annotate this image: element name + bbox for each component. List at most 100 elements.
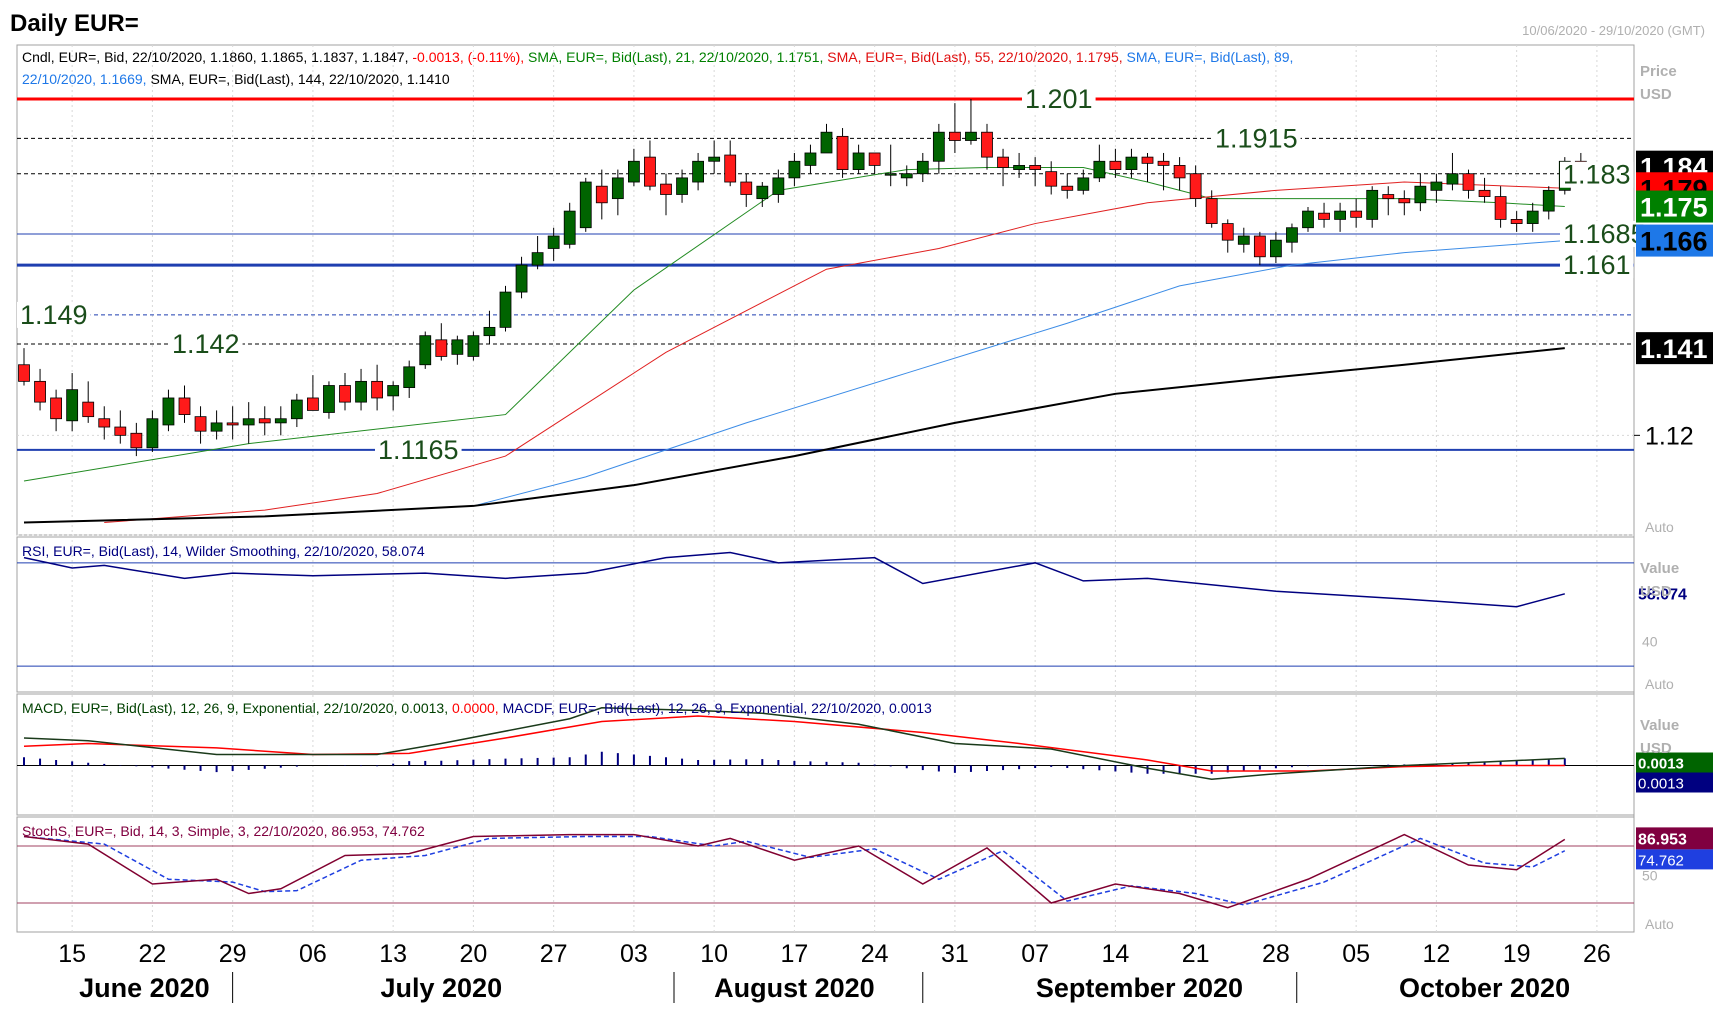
candle-body (965, 131, 977, 141)
x-tick-label: 10 (700, 940, 728, 968)
candle-body (547, 235, 560, 249)
candle-body (1318, 212, 1330, 220)
candle-body (1061, 185, 1074, 191)
candle-body (1045, 171, 1058, 187)
candle-body (1189, 173, 1202, 200)
level-label: 1.149 (20, 300, 88, 330)
stoch-legend: StochS, EUR=, Bid, 14, 3, Simple, 3, 22/… (22, 823, 425, 839)
candle-body (258, 418, 271, 424)
x-tick-label: 28 (1262, 940, 1290, 968)
level-label: 1.183 (1563, 160, 1631, 190)
month-label: October 2020 (1399, 973, 1570, 1003)
price-tag-bg (1636, 224, 1713, 257)
price-axis-label: Price (1640, 63, 1677, 80)
candle-body (820, 131, 833, 154)
stoch-d-tag: 74.762 (1638, 852, 1684, 869)
level-label-bg (375, 436, 462, 463)
x-tick-label: 05 (1342, 940, 1370, 968)
candle-body (467, 335, 480, 357)
candle-body (451, 339, 464, 355)
candle-body (114, 426, 127, 436)
legend-segment: MACDF, EUR=, Bid(Last), 12, 26, 9, Expon… (503, 700, 932, 716)
candle-body (1398, 198, 1411, 204)
candle-body (403, 366, 416, 388)
level-label: 1.161 (1563, 250, 1631, 280)
sma-line (104, 181, 1565, 524)
main-legend-line-2: 22/10/2020, 1.1669, SMA, EUR=, Bid(Last)… (22, 71, 450, 87)
candle-body (323, 385, 335, 413)
x-tick-label: 22 (138, 940, 166, 968)
sma-line (23, 347, 1565, 524)
macd-tag-bg (1636, 752, 1713, 773)
price-tag-bg (1636, 332, 1713, 365)
candle-body (371, 380, 384, 399)
candle-body (1494, 196, 1507, 220)
candle-body (1125, 156, 1138, 170)
candle-body (178, 397, 191, 415)
candle-body (50, 397, 62, 420)
price-axis-unit: USD (1640, 86, 1672, 103)
candle-body (130, 432, 143, 449)
candle-body (146, 418, 159, 449)
right-axis-captions: Price USD Auto Value USD Auto Value USD … (1640, 63, 1679, 932)
candle-body (740, 181, 753, 195)
macd-axis-unit: USD (1640, 740, 1672, 757)
candle-body (499, 291, 512, 328)
candle-body (1221, 223, 1234, 241)
level-label-bg (169, 330, 243, 357)
candle-body (306, 397, 319, 411)
auto-button-stoch[interactable]: Auto (1645, 916, 1674, 932)
candle-body (1141, 156, 1154, 164)
legend-segment: RSI, EUR=, Bid(Last), 14, Wilder Smoothi… (22, 543, 425, 559)
x-tick-label: 31 (941, 940, 969, 968)
x-tick-label: 15 (58, 940, 86, 968)
candle-body (339, 385, 351, 403)
legend-segment: StochS, EUR=, Bid, 14, 3, Simple, 3, 22/… (22, 823, 425, 839)
candle-body (515, 264, 528, 293)
level-label: 1.1915 (1215, 123, 1298, 153)
candle-body (981, 131, 993, 158)
stoch-tick: 50 (1642, 868, 1658, 884)
candle-body (1510, 219, 1523, 224)
candle-body (1109, 160, 1122, 170)
candle-body (1526, 210, 1539, 224)
candle-body (1366, 189, 1379, 220)
month-label: June 2020 (79, 973, 210, 1003)
x-tick-label: 03 (620, 940, 648, 968)
auto-button-rsi[interactable]: Auto (1645, 676, 1674, 692)
candle-body (1237, 235, 1250, 245)
panel-frames (16, 44, 1635, 933)
price-tick: 1.12 (1645, 422, 1694, 450)
date-axis: 15 22 29 06 13 20 27 03 10 17 24 31 07 14 21 28 05 12 19 26… (58, 940, 1611, 1003)
candle-body (483, 326, 496, 337)
candle-body (1253, 235, 1266, 258)
candle-body (1286, 227, 1298, 243)
x-tick-label: 19 (1503, 940, 1531, 968)
candle-body (1414, 185, 1427, 204)
level-label-bg (1560, 161, 1634, 188)
candle-body (932, 131, 945, 162)
legend-segment: -0.0013, (-0.11%), (412, 49, 528, 65)
candle-body (611, 177, 624, 200)
candle-body (290, 399, 303, 420)
rsi-tick: 40 (1642, 633, 1658, 649)
month-label: September 2020 (1036, 973, 1243, 1003)
macd-axis-label: Value (1640, 717, 1679, 734)
level-label-bg (1560, 252, 1634, 279)
candle-body (82, 401, 95, 418)
candle-body (66, 389, 79, 422)
candle-body (1382, 194, 1395, 200)
date-range: 10/06/2020 - 29/10/2020 (GMT) (1522, 23, 1705, 38)
candle-body (1077, 177, 1090, 191)
auto-button-main[interactable]: Auto (1645, 519, 1674, 535)
candle-body (708, 156, 721, 162)
stoch-d-tag-bg (1636, 849, 1713, 870)
price-tag: 1.175 (1640, 193, 1708, 223)
candle-body (1478, 189, 1491, 197)
legend-segment: SMA, EUR=, Bid(Last), 144, 22/10/2020, 1… (150, 71, 449, 87)
candle-body (1157, 160, 1170, 166)
candle-body (563, 210, 576, 245)
rsi-tag-bg (1636, 581, 1713, 606)
